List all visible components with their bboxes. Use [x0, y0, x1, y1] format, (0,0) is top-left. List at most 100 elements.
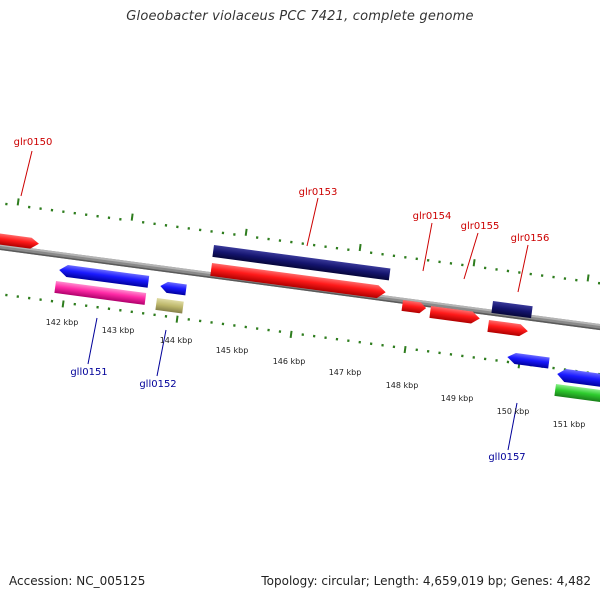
minor-tick	[164, 224, 168, 227]
minor-tick	[62, 210, 65, 214]
minor-tick	[540, 274, 544, 277]
accession-text: Accession: NC_005125	[9, 574, 146, 588]
gene-gll0151-arrow[interactable]	[58, 264, 150, 288]
minor-tick	[529, 272, 532, 276]
minor-tick	[73, 211, 77, 215]
minor-tick	[290, 240, 293, 244]
minor-tick	[335, 337, 339, 341]
minor-tick	[221, 231, 225, 235]
gene-gll0151-block[interactable]	[54, 281, 147, 305]
minor-tick	[301, 242, 305, 245]
scale-label: 148 kbp	[386, 381, 419, 390]
scale-label: 149 kbp	[441, 394, 474, 403]
gene-leader-lines	[20, 150, 529, 451]
minor-tick	[107, 216, 111, 220]
leader-glr0153	[306, 197, 319, 247]
minor-tick	[392, 345, 396, 349]
gene-gll0157-arrow[interactable]	[507, 352, 550, 369]
minor-tick	[552, 366, 555, 370]
minor-tick	[392, 254, 396, 258]
minor-tick	[73, 302, 77, 306]
minor-tick	[96, 305, 99, 309]
major-tick	[175, 315, 179, 323]
minor-tick	[495, 268, 498, 271]
scale-label: 151 kbp	[553, 420, 586, 429]
leader-gll0151	[87, 317, 98, 365]
minor-tick	[27, 296, 31, 300]
minor-tick	[141, 311, 145, 315]
minor-tick	[483, 266, 487, 270]
minor-tick	[267, 328, 270, 332]
gene-label-glr0155[interactable]: glr0155	[461, 221, 500, 232]
gene-glr0150-arrow[interactable]	[0, 233, 40, 250]
gene-label-glr0154[interactable]: glr0154	[413, 211, 452, 222]
minor-tick	[438, 260, 441, 264]
gene-gll0158-block[interactable]	[554, 384, 600, 404]
gene-label-glr0156[interactable]: glr0156	[511, 233, 550, 244]
minor-tick	[130, 310, 134, 314]
minor-tick	[233, 233, 236, 236]
minor-tick	[84, 304, 88, 308]
minor-tick	[369, 342, 373, 346]
minor-tick	[312, 243, 316, 247]
gene-label-gll0151[interactable]: gll0151	[70, 367, 107, 378]
major-tick	[130, 213, 134, 221]
minor-tick	[210, 230, 213, 233]
leader-glr0154	[422, 222, 433, 272]
minor-tick	[324, 245, 327, 248]
minor-tick	[39, 298, 42, 301]
gene-label-gll0152[interactable]: gll0152	[139, 379, 176, 390]
minor-tick	[563, 277, 567, 280]
gene-glr0156-block[interactable]	[491, 301, 533, 319]
minor-tick	[369, 251, 373, 255]
minor-tick	[107, 307, 111, 311]
minor-tick	[119, 217, 122, 221]
gene-glr0153-arrow[interactable]	[210, 263, 386, 299]
gene-gll0158-arrow[interactable]	[556, 368, 600, 389]
minor-tick	[221, 322, 225, 326]
minor-tick	[50, 299, 54, 303]
minor-tick	[449, 262, 453, 265]
minor-tick	[255, 236, 259, 239]
gene-label-glr0153[interactable]: glr0153	[299, 187, 338, 198]
gene-glr0153-block[interactable]	[212, 245, 391, 281]
minor-tick	[347, 248, 350, 252]
minor-tick	[5, 202, 8, 206]
minor-tick	[415, 348, 418, 352]
minor-tick	[426, 259, 430, 262]
minor-tick	[267, 237, 270, 241]
minor-tick	[347, 339, 350, 343]
minor-tick	[96, 214, 99, 218]
minor-tick	[381, 252, 384, 256]
major-tick	[244, 228, 248, 236]
major-tick	[586, 274, 590, 282]
gene-label-glr0150[interactable]: glr0150	[14, 137, 53, 148]
major-tick	[16, 198, 20, 206]
scale-label: 150 kbp	[497, 407, 530, 416]
minor-tick	[278, 330, 282, 333]
gene-glr0154-arrow[interactable]	[401, 300, 427, 314]
gene-glr0156-arrow[interactable]	[487, 320, 528, 337]
scale-label: 144 kbp	[160, 336, 193, 345]
gene-gll0152-block[interactable]	[155, 298, 184, 314]
minor-tick	[255, 327, 259, 330]
gene-labels: glr0150 glr0153 glr0154 glr0155 glr0156 gll01…	[14, 137, 550, 463]
major-tick	[472, 259, 476, 267]
minor-tick	[415, 257, 418, 261]
minor-tick	[84, 213, 88, 217]
gene-glr0155-arrow[interactable]	[429, 306, 480, 325]
minor-tick	[244, 325, 248, 329]
minor-tick	[404, 255, 407, 259]
scale-labels: 142 kbp 143 kbp 144 kbp 145 kbp 146 kbp 147 k…	[46, 318, 586, 429]
minor-tick	[426, 350, 430, 353]
minor-tick	[233, 324, 236, 327]
minor-tick	[210, 321, 213, 324]
minor-tick	[324, 336, 327, 339]
gene-gll0152-arrow[interactable]	[160, 281, 187, 296]
gene-label-gll0157[interactable]: gll0157	[488, 452, 525, 463]
minor-tick	[506, 360, 510, 364]
minor-tick	[27, 205, 31, 209]
minor-tick	[461, 263, 464, 267]
major-tick	[358, 243, 362, 252]
genome-summary-text: Topology: circular; Length: 4,659,019 bp…	[261, 574, 591, 588]
